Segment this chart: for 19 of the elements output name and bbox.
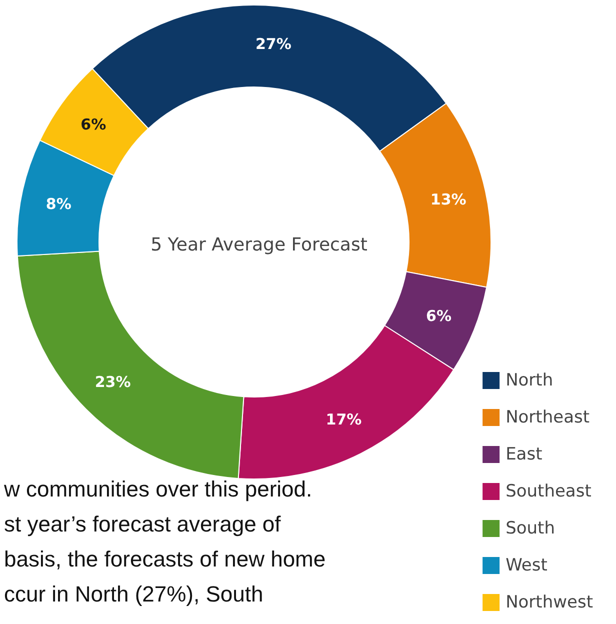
data-label: 8% (46, 195, 72, 214)
legend-label: Southeast (506, 482, 592, 502)
data-label: 27% (255, 34, 292, 53)
legend-label: South (506, 518, 555, 538)
text: st year’s forecast average of (4, 512, 282, 536)
legend-label: Northeast (506, 408, 590, 428)
text: ccur in North (27%), South (4, 582, 264, 606)
data-label: 6% (80, 115, 106, 134)
data-label: 6% (426, 306, 452, 325)
text: basis, the forecasts of new home (4, 546, 326, 572)
text: w communities over this period. (3, 476, 312, 502)
data-label: 23% (94, 373, 131, 392)
text: 5 Year Average Forecast (150, 234, 368, 256)
legend-label: East (506, 444, 543, 464)
legend-label: West (506, 556, 548, 576)
legend-label: North (506, 370, 554, 390)
legend-label: Northwest (506, 592, 594, 612)
data-label: 17% (326, 410, 362, 429)
data-label: 13% (430, 190, 466, 208)
